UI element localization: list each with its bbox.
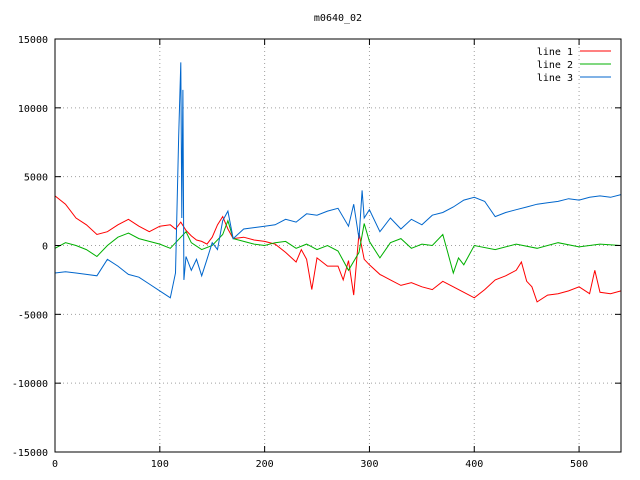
y-tick-label: 5000 xyxy=(24,173,48,184)
y-tick-label: -10000 xyxy=(12,379,48,390)
x-tick-label: 300 xyxy=(360,459,378,470)
series-line-1 xyxy=(54,195,622,303)
x-tick-label: 500 xyxy=(570,459,588,470)
y-tick-label: -15000 xyxy=(12,448,48,459)
y-tick-label: 10000 xyxy=(18,104,48,115)
x-tick-label: 400 xyxy=(465,459,483,470)
axis-ticks: 0 100 200 300 400 500 -15000 -10000 -5000 0 5000 10… xyxy=(12,35,621,470)
x-tick-label: 200 xyxy=(256,459,274,470)
legend-label-3: line 3 xyxy=(537,73,573,84)
legend-label-1: line 1 xyxy=(537,47,573,58)
grid-lines xyxy=(55,39,621,452)
legend-label-2: line 2 xyxy=(537,60,573,71)
x-tick-label: 100 xyxy=(151,459,169,470)
series-line-2 xyxy=(54,219,622,275)
legend: line 1 line 2 line 3 xyxy=(537,47,611,84)
series-layer xyxy=(54,62,622,303)
y-tick-label: 0 xyxy=(42,242,48,253)
series-line-3 xyxy=(54,62,622,299)
y-tick-label: -5000 xyxy=(18,310,48,321)
y-tick-label: 15000 xyxy=(18,35,48,46)
x-tick-label: 0 xyxy=(52,459,58,470)
chart-title: m0640_02 xyxy=(314,13,362,24)
